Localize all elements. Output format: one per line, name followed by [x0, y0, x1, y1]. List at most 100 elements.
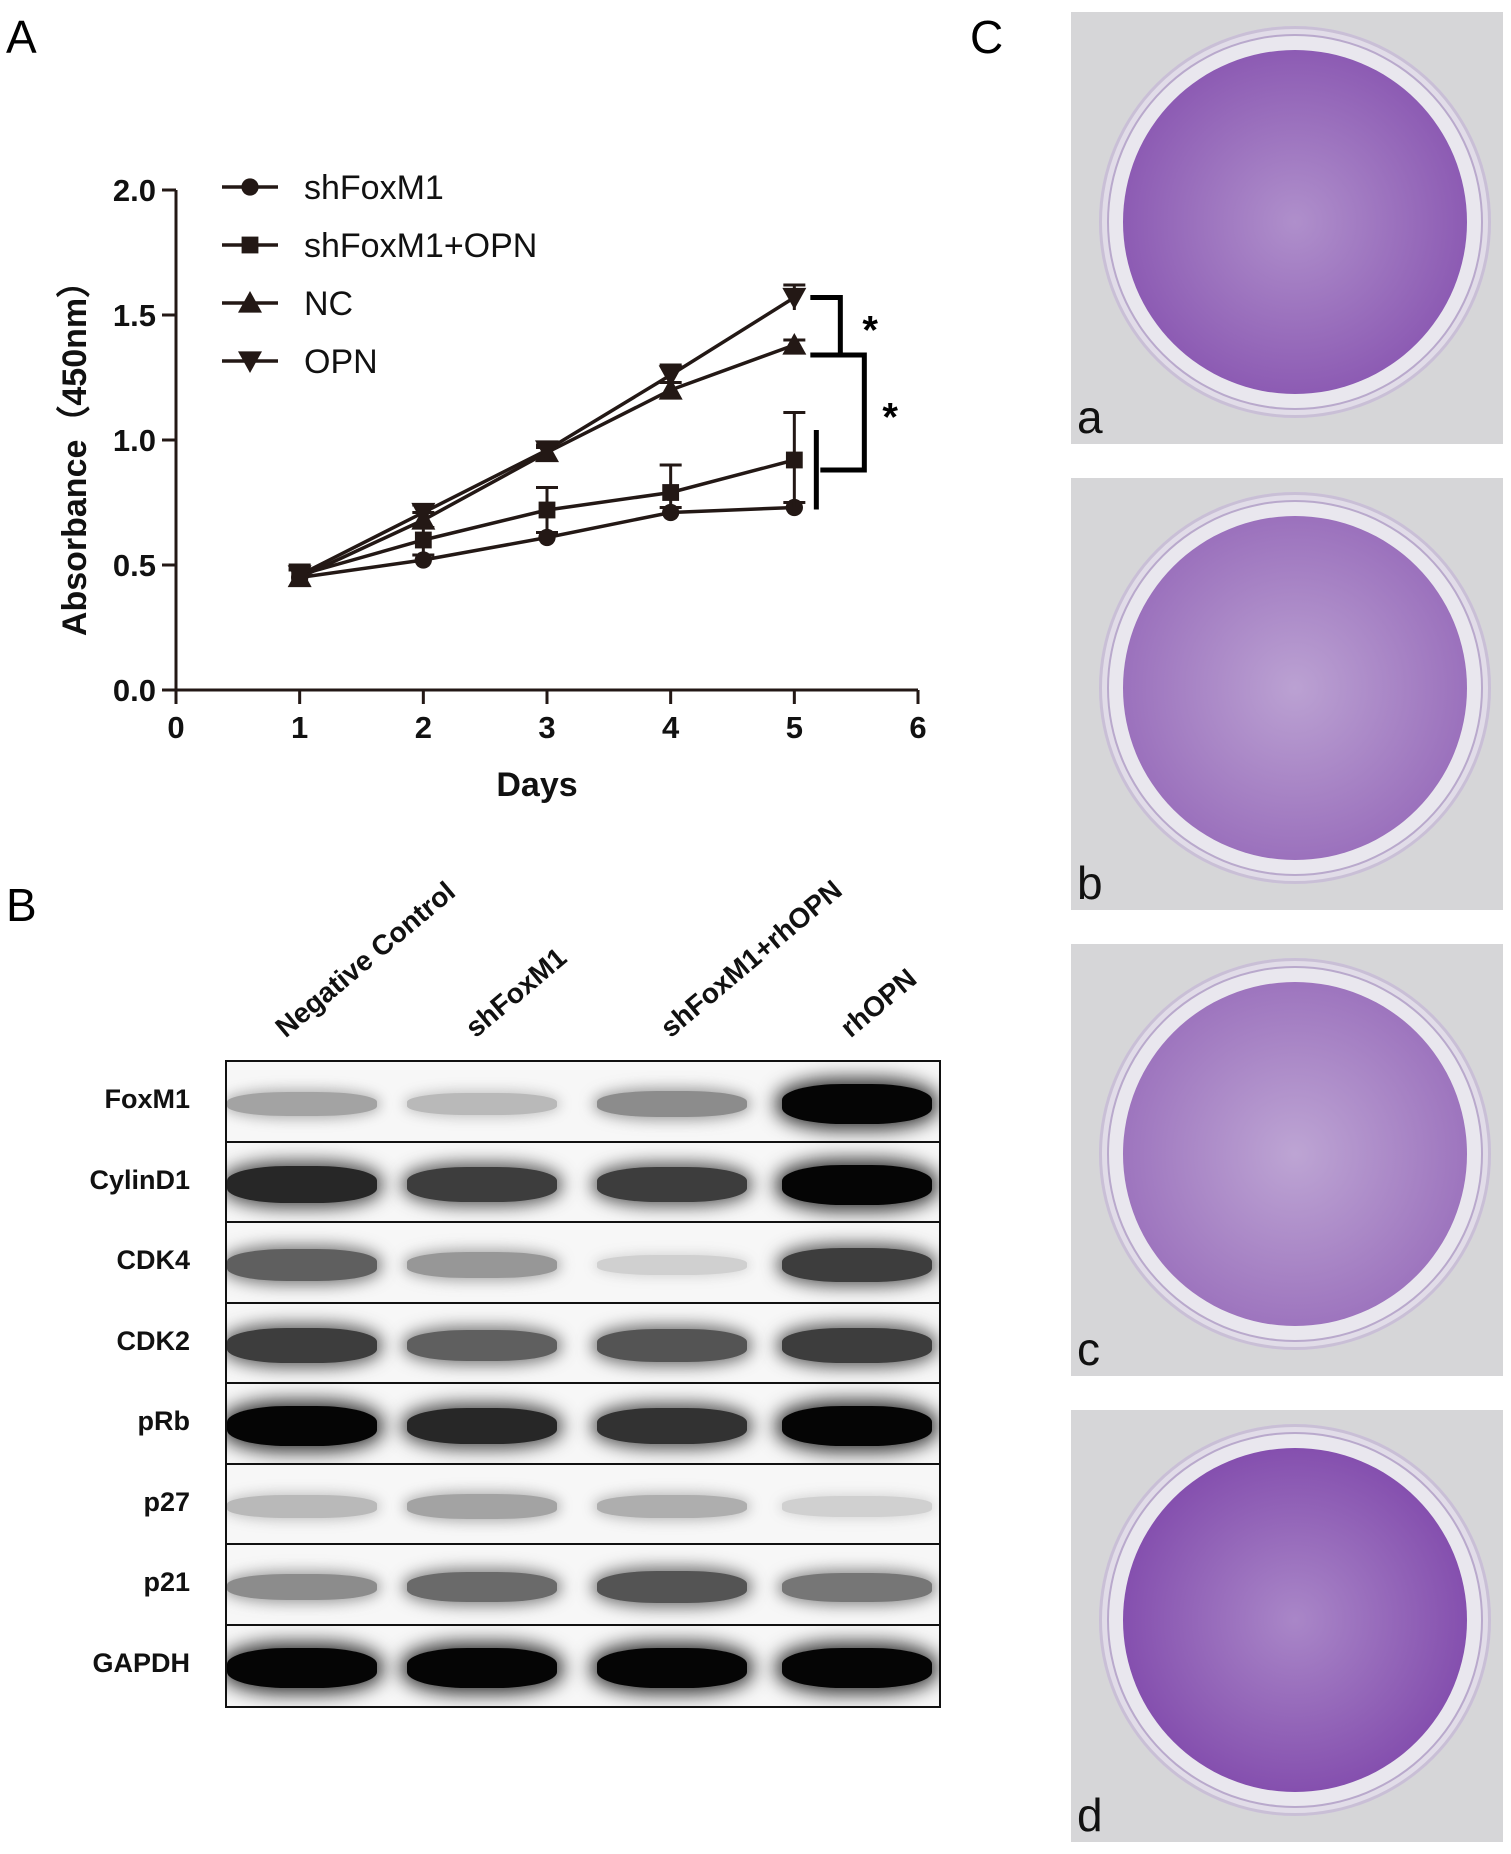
- data-point: [658, 365, 683, 387]
- blot-band: [407, 1092, 557, 1116]
- data-point: [662, 484, 680, 501]
- x-tick-label: 5: [786, 710, 803, 745]
- legend-marker: [238, 351, 262, 373]
- legend-item: shFoxM1+OPN: [222, 227, 537, 265]
- blot-band: [227, 1166, 377, 1203]
- blot-band: [597, 1494, 747, 1519]
- plate-label: a: [1077, 391, 1103, 443]
- blot-band: [407, 1329, 557, 1362]
- blot-band: [407, 1252, 557, 1278]
- chart-legend: shFoxM1 shFoxM1+OPN NC OPN: [222, 169, 537, 381]
- x-tick-label: 3: [538, 710, 555, 745]
- series-1: [288, 411, 806, 585]
- panel-label-b: B: [6, 879, 37, 931]
- data-point: [414, 551, 432, 569]
- colony-plate-image: b: [1071, 478, 1503, 910]
- blot-band: [782, 1164, 932, 1205]
- blot-band: [782, 1496, 932, 1517]
- x-tick-label: 6: [909, 710, 926, 745]
- y-tick-label: 0.0: [113, 673, 156, 708]
- legend-marker: [241, 236, 259, 254]
- culture-dish: [1099, 1424, 1491, 1816]
- plate-label: c: [1077, 1323, 1100, 1375]
- blot-band: [227, 1328, 377, 1363]
- lane-label: rhOPN: [834, 962, 923, 1044]
- stained-colonies: [1123, 516, 1467, 860]
- y-tick-label: 1.5: [113, 298, 156, 333]
- significance-brackets: **: [810, 295, 898, 510]
- blot-row: [225, 1623, 941, 1708]
- legend-label: OPN: [304, 343, 378, 381]
- y-tick-label: 1.0: [113, 423, 156, 458]
- y-tick-label: 2.0: [113, 173, 156, 208]
- blot-band: [597, 1090, 747, 1118]
- blot-row: [225, 1221, 941, 1305]
- x-tick-label: 2: [415, 710, 432, 745]
- blot-band: [782, 1406, 932, 1446]
- data-point: [782, 287, 807, 310]
- blot-band: [782, 1247, 932, 1283]
- blot-row-label: CDK4: [116, 1245, 190, 1275]
- blot-row: [225, 1543, 941, 1627]
- data-point: [782, 333, 807, 355]
- data-point: [535, 440, 559, 462]
- data-point: [287, 565, 312, 587]
- blot-band: [407, 1167, 557, 1202]
- blot-band: [407, 1407, 557, 1445]
- panel-label-a: A: [6, 11, 37, 63]
- chart-series-layer: [287, 283, 807, 588]
- blot-band: [407, 1647, 557, 1688]
- blot-band: [782, 1084, 932, 1124]
- blot-band: [227, 1091, 377, 1117]
- blot-row-label: FoxM1: [104, 1084, 190, 1114]
- blot-band: [782, 1328, 932, 1363]
- colony-plate-image: a: [1071, 12, 1503, 444]
- legend-label: shFoxM1: [304, 169, 444, 207]
- blot-row: [225, 1060, 941, 1144]
- blot-band: [597, 1329, 747, 1362]
- blot-row-label: p27: [143, 1486, 190, 1517]
- series-3: [287, 283, 807, 587]
- blot-band: [597, 1570, 747, 1604]
- data-point: [411, 502, 436, 525]
- blot-band: [597, 1167, 747, 1202]
- legend-marker: [238, 291, 262, 313]
- blot-row-label: CylinD1: [89, 1164, 190, 1195]
- blot-band: [597, 1647, 747, 1688]
- significance-star: *: [882, 396, 898, 440]
- blot-band: [227, 1406, 377, 1446]
- lane-label: shFoxM1+rhOPN: [654, 873, 848, 1044]
- plate-label: b: [1077, 857, 1103, 909]
- stained-colonies: [1123, 1448, 1467, 1792]
- x-tick-label: 1: [291, 710, 308, 745]
- data-point: [538, 501, 556, 519]
- x-axis-title: Days: [496, 766, 577, 804]
- legend-item: NC: [222, 285, 353, 323]
- blot-band: [227, 1495, 377, 1518]
- legend-label: NC: [304, 285, 353, 323]
- blot-row-label: GAPDH: [92, 1647, 190, 1678]
- significance-star: *: [862, 308, 878, 352]
- legend-marker: [241, 178, 259, 196]
- blot-band: [782, 1572, 932, 1602]
- blot-band: [227, 1573, 377, 1601]
- blot-row: [225, 1382, 941, 1466]
- y-tick-label: 0.5: [113, 548, 156, 583]
- colony-plate-image: c: [1071, 944, 1503, 1376]
- blot-band: [597, 1254, 747, 1276]
- blot-band: [597, 1408, 747, 1444]
- chart-axes: 0 1 2 3 4 5 6 0.0 0.5 1.0 1.5 2.0 Days Absorbance（450…: [55, 173, 927, 804]
- bracket-nc-vs-shfoxm1: [820, 352, 867, 473]
- blot-row-label: CDK2: [116, 1325, 190, 1356]
- bracket-opn-vs-nc: [810, 295, 843, 358]
- panel-label-c: C: [970, 11, 1004, 63]
- stained-colonies: [1123, 50, 1467, 394]
- colony-plate-image: d: [1071, 1410, 1503, 1842]
- data-point: [538, 528, 556, 547]
- lane-label: shFoxM1: [459, 941, 573, 1044]
- blot-row-label: pRb: [137, 1406, 190, 1436]
- culture-dish: [1099, 26, 1491, 418]
- western-blot-panel: Negative Control shFoxM1 shFoxM1+rhOPN rhOP…: [0, 874, 960, 1854]
- legend-item: shFoxM1: [222, 169, 444, 207]
- blot-row: [225, 1462, 941, 1547]
